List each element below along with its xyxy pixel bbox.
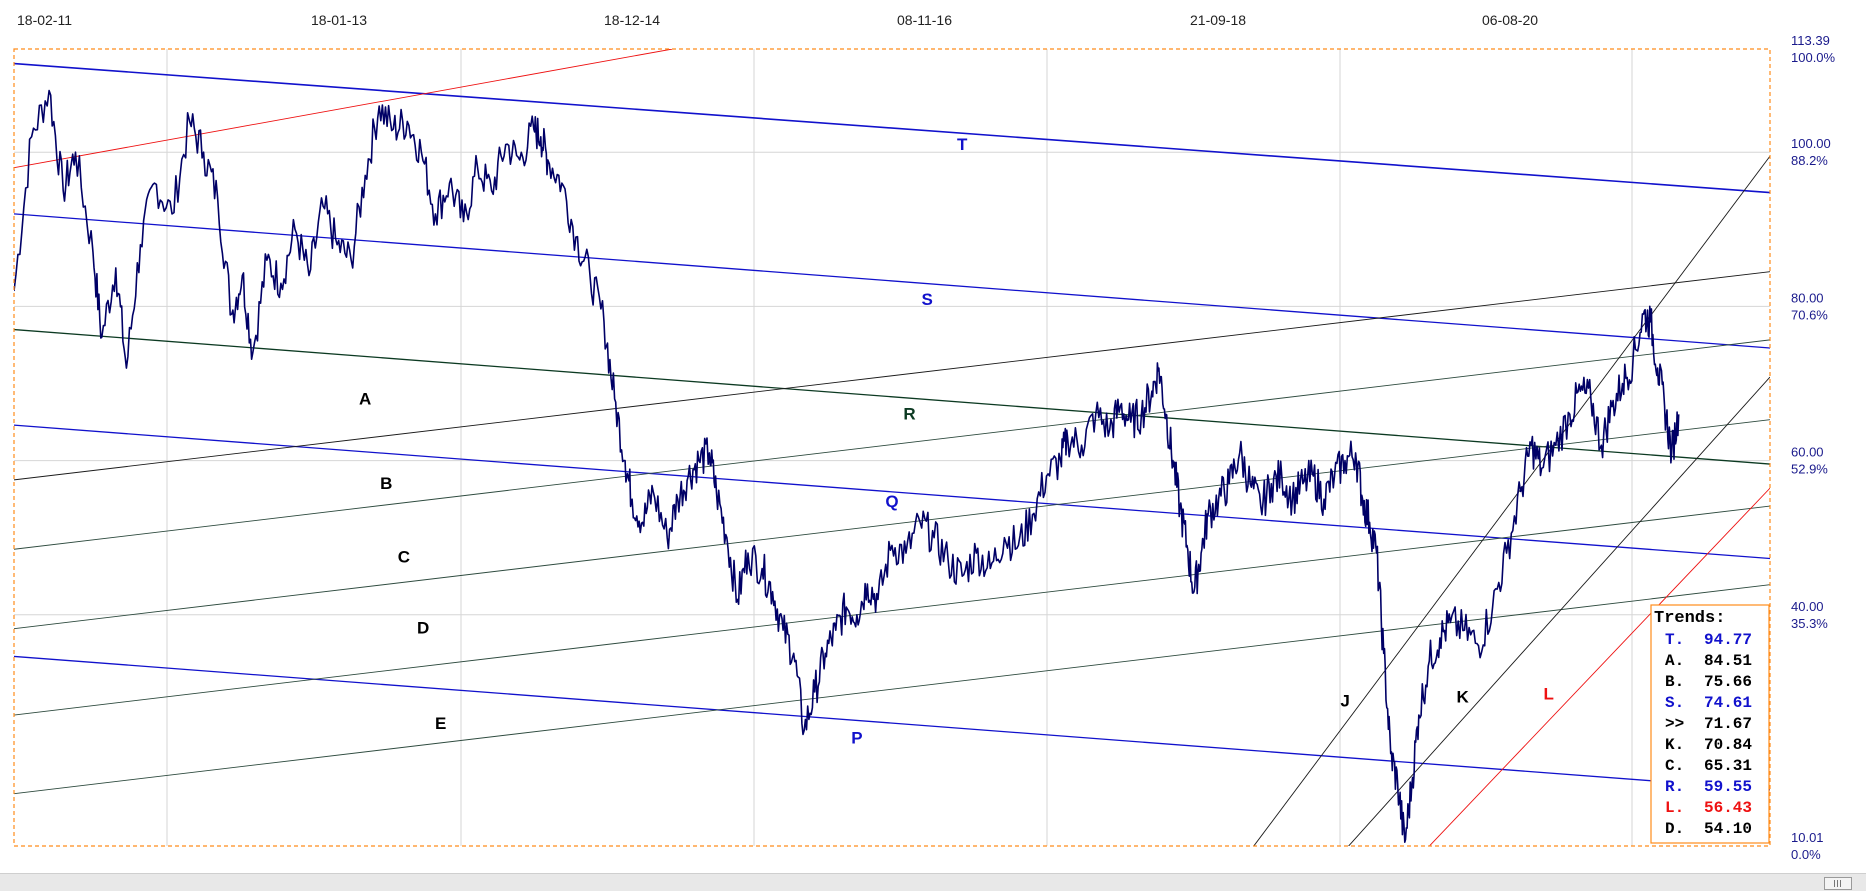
trend-label-a: A	[359, 389, 371, 408]
y-tick-percent: 52.9%	[1791, 462, 1828, 477]
trend-label-s: S	[921, 290, 932, 309]
x-tick-label: 18-02-11	[17, 12, 72, 28]
trend-row-key: K.	[1665, 736, 1684, 754]
trend-row-key: >>	[1665, 715, 1684, 733]
x-tick-label: 06-08-20	[1482, 12, 1538, 28]
trend-label-k: K	[1457, 688, 1470, 707]
trend-row-value: 75.66	[1704, 673, 1752, 691]
trend-row-value: 59.55	[1704, 778, 1752, 796]
plot-frame	[13, 48, 1771, 847]
trend-line-t	[14, 62, 1770, 194]
trend-label-d: D	[417, 618, 429, 637]
trends-panel-title: Trends:	[1654, 609, 1725, 628]
x-tick-label: 18-01-13	[311, 12, 367, 28]
trend-line-r	[14, 328, 1770, 465]
trend-line-a	[14, 271, 1770, 481]
trend-row-key: A.	[1665, 652, 1684, 670]
trend-row-value: 65.31	[1704, 757, 1752, 775]
y-tick-percent: 100.0%	[1791, 50, 1836, 65]
y-tick-percent: 35.3%	[1791, 616, 1828, 631]
trend-row-value: 54.10	[1704, 820, 1752, 838]
trend-line-s	[14, 213, 1770, 349]
trend-labels: T S R Q P A B C D E J K L	[359, 135, 1554, 748]
y-tick-percent: 70.6%	[1791, 307, 1828, 322]
grip-icon	[1834, 880, 1835, 887]
y-tick-value: 113.39	[1791, 33, 1830, 48]
y-tick-value: 10.01	[1791, 830, 1824, 845]
trend-row-key: C.	[1665, 757, 1684, 775]
trends-panel: Trends: T. 94.77 A. 84.51 B. 75.66 S. 74.61 >> 71.…	[1650, 604, 1770, 844]
trend-row-value: 56.43	[1704, 799, 1752, 817]
trend-label-j: J	[1340, 692, 1349, 711]
trend-label-p: P	[851, 729, 862, 748]
horizontal-scrollbar[interactable]	[0, 873, 1866, 891]
trend-line-p	[14, 655, 1770, 791]
price-chart: 18-02-11 18-01-13 18-12-14 08-11-16 21-09-18…	[13, 12, 1836, 862]
trend-row-key: S.	[1665, 694, 1684, 712]
trend-line-k	[1348, 376, 1770, 846]
y-tick-value: 60.00	[1791, 445, 1824, 460]
y-tick-value: 80.00	[1791, 290, 1824, 305]
trends-panel-box	[1650, 604, 1770, 844]
trend-line-j	[1253, 155, 1770, 846]
trend-label-r: R	[903, 405, 915, 424]
trend-row-key: R.	[1665, 778, 1684, 796]
y-tick-value: 40.00	[1791, 599, 1824, 614]
scrollbar-thumb[interactable]	[1824, 877, 1852, 890]
trend-row-value: 94.77	[1704, 631, 1752, 649]
trend-line-d	[14, 505, 1770, 716]
trend-label-q: Q	[885, 492, 898, 511]
trend-row-value: 74.61	[1704, 694, 1752, 712]
trend-row-value: 84.51	[1704, 652, 1752, 670]
trend-line-red-upper	[14, 49, 673, 169]
x-tick-label: 08-11-16	[897, 12, 952, 28]
y-tick-percent: 88.2%	[1791, 153, 1828, 168]
x-axis-ticks: 18-02-11 18-01-13 18-12-14 08-11-16 21-09-18…	[17, 12, 1538, 28]
price-line	[14, 89, 1680, 843]
trend-row-key: B.	[1665, 673, 1684, 691]
trend-row-key: T.	[1665, 631, 1684, 649]
trend-row-value: 70.84	[1704, 736, 1752, 754]
trend-line-l	[1429, 487, 1770, 846]
trend-lines	[14, 49, 1770, 846]
trend-row-value: 71.67	[1704, 715, 1752, 733]
trend-row-key: L.	[1665, 799, 1684, 817]
y-tick-value: 100.00	[1791, 136, 1831, 151]
trend-label-c: C	[398, 547, 410, 566]
plot-border	[13, 48, 1771, 847]
trend-label-e: E	[435, 714, 446, 733]
trend-label-b: B	[380, 474, 392, 493]
trend-line-b	[14, 339, 1770, 550]
x-tick-label: 18-12-14	[604, 12, 660, 28]
x-tick-label: 21-09-18	[1190, 12, 1246, 28]
trend-label-t: T	[957, 135, 968, 154]
trend-line-q	[14, 424, 1770, 560]
y-tick-percent: 0.0%	[1791, 847, 1821, 862]
price-series	[14, 89, 1680, 843]
trend-line-c	[14, 419, 1770, 630]
y-axis-ticks: 113.39 100.0% 100.00 88.2% 80.00 70.6% 60.00 52…	[1791, 33, 1836, 862]
trend-row-key: D.	[1665, 820, 1684, 838]
grid	[14, 49, 1770, 846]
grip-icon	[1840, 880, 1841, 887]
trend-label-l: L	[1544, 685, 1554, 704]
trend-line-e	[14, 584, 1770, 795]
grip-icon	[1837, 880, 1838, 887]
